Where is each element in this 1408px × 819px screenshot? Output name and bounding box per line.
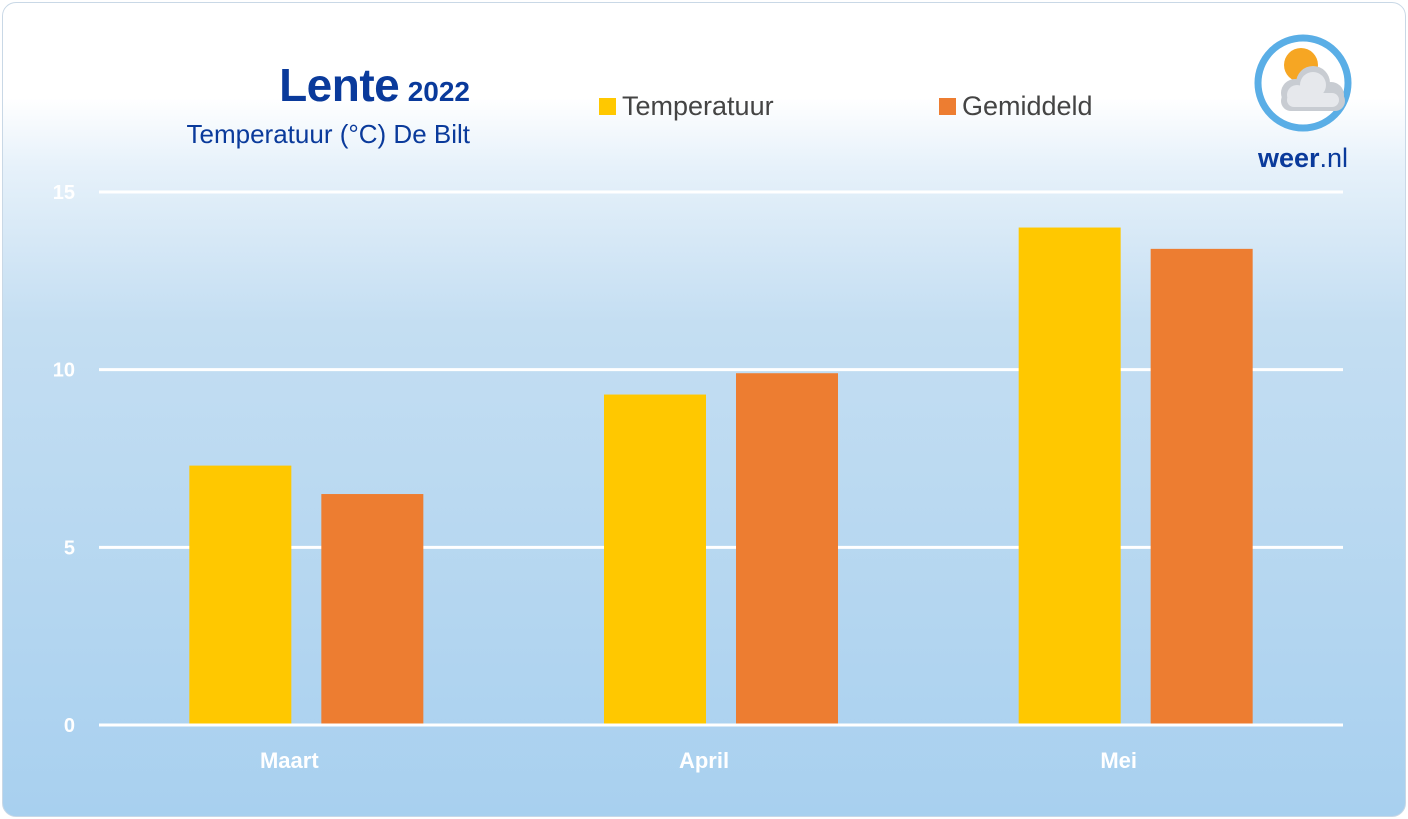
y-tick-label: 0 (64, 715, 75, 737)
legend-item-temperatuur: Temperatuur (599, 91, 774, 122)
legend-item-gemiddeld: Gemiddeld (939, 91, 1093, 122)
title-year: 2022 (407, 76, 470, 107)
bar-gemiddeld-april (736, 373, 838, 724)
bar-gemiddeld-mei (1150, 248, 1253, 724)
gridlines (99, 190, 1343, 727)
x-category-label: April (679, 748, 729, 773)
y-tick-label: 10 (53, 360, 75, 382)
chart-subtitle: Temperatuur (°C) De Bilt (186, 119, 470, 149)
legend-label-gemiddeld: Gemiddeld (962, 91, 1093, 121)
y-axis-ticks: 0 5 10 15 (53, 182, 75, 737)
legend-label-temperatuur: Temperatuur (622, 91, 774, 121)
legend-swatch-temperatuur (599, 98, 616, 115)
title-text: Lente (279, 59, 400, 111)
chart-title: Lente 2022 (279, 58, 470, 112)
x-axis-labels: Maart April Mei (260, 748, 1137, 773)
bar-temperatuur-maart (189, 465, 292, 724)
bar-gemiddeld-maart (321, 494, 424, 724)
brand-name-suffix: .nl (1320, 143, 1349, 173)
y-tick-label: 5 (64, 537, 75, 559)
legend-swatch-gemiddeld (939, 98, 956, 115)
bar-chart: 0 5 10 15 Maart April Mei (53, 182, 1343, 773)
bars (189, 227, 1253, 724)
x-category-label: Maart (260, 748, 319, 773)
brand-logo: weer.nl (1251, 31, 1355, 176)
bar-temperatuur-mei (1018, 227, 1121, 724)
brand-wordmark: weer.nl (1257, 143, 1348, 173)
brand-name-bold: weer (1257, 143, 1320, 173)
x-category-label: Mei (1100, 748, 1137, 773)
sun-cloud-icon: weer.nl (1254, 34, 1352, 173)
bar-temperatuur-april (604, 394, 706, 724)
y-tick-label: 15 (53, 182, 75, 204)
